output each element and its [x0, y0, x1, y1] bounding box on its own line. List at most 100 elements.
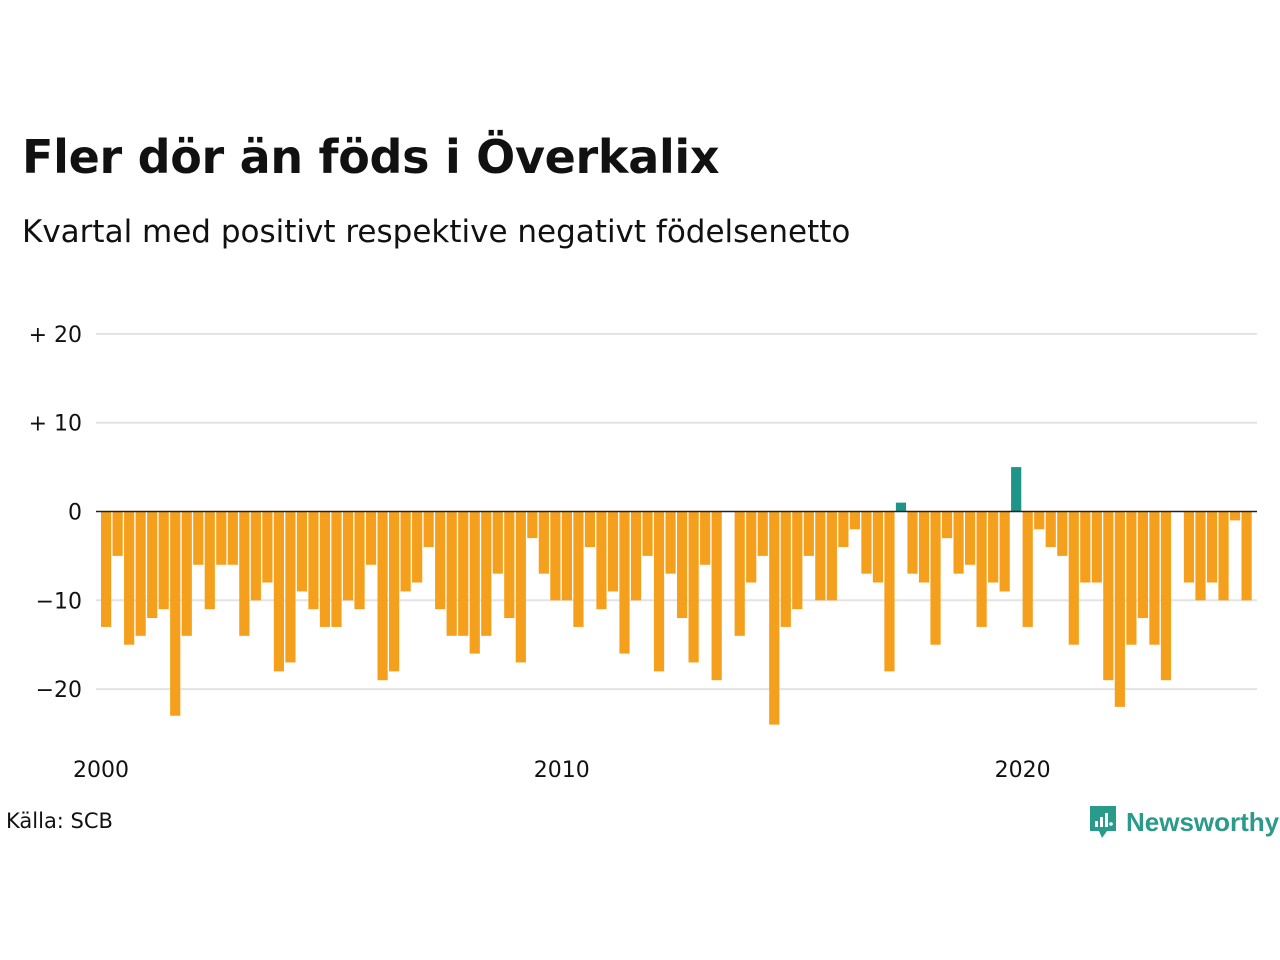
bar-2007-q3: [446, 511, 457, 636]
y-tick-label: −10: [36, 589, 82, 614]
chart-subtitle: Kvartal med positivt respektive negativt…: [22, 214, 851, 250]
bar-2008-q3: [492, 511, 503, 574]
bar-2001-q2: [158, 511, 169, 610]
bar-2022-q3: [1137, 511, 1148, 619]
bar-2000-q4: [135, 511, 146, 636]
bar-2022-q4: [1149, 511, 1160, 645]
source-note: Källa: SCB: [6, 809, 113, 833]
bars: [101, 467, 1252, 725]
y-tick-label: + 10: [29, 412, 82, 437]
x-axis-ticks: 2000 2010 2020: [73, 758, 1051, 783]
bar-2011-q1: [607, 511, 619, 592]
bar-2023-q1: [1160, 511, 1172, 681]
bar-2015-q2: [803, 511, 814, 556]
bar-2012-q1: [653, 511, 665, 672]
bar-2017-q2: [895, 502, 907, 512]
bar-2009-q3: [538, 511, 549, 574]
bar-2024-q2: [1218, 511, 1229, 601]
bar-2021-q2: [1080, 511, 1091, 583]
bar-2012-q4: [688, 511, 699, 663]
bar-2009-q4: [550, 511, 561, 601]
bar-2003-q2: [250, 511, 261, 601]
bar-2003-q1: [239, 511, 250, 636]
bar-2022-q2: [1126, 511, 1137, 645]
bar-2012-q2: [665, 511, 676, 574]
y-tick-label: −20: [36, 678, 82, 703]
bar-2016-q3: [861, 511, 872, 574]
bar-2015-q4: [826, 511, 837, 601]
bar-2020-q3: [1045, 511, 1056, 548]
chart-title: Fler dör än föds i Överkalix: [22, 130, 720, 184]
bar-2002-q2: [204, 511, 215, 610]
gridlines: [96, 332, 1257, 691]
brand-name: Newsworthy: [1126, 806, 1280, 837]
bar-2007-q1: [423, 511, 434, 548]
bar-2003-q4: [273, 511, 284, 672]
bar-2024-q4: [1241, 511, 1252, 601]
y-axis-ticks: + 20 + 10 0 −10 −20: [29, 323, 82, 703]
bar-2001-q1: [147, 511, 158, 619]
bar-2011-q2: [619, 511, 630, 654]
bar-2004-q3: [308, 511, 319, 610]
bar-2005-q2: [342, 511, 354, 601]
bar-2008-q4: [504, 511, 515, 619]
bar-2016-q2: [849, 511, 860, 530]
bar-2005-q1: [331, 511, 342, 627]
y-tick-label: 0: [68, 501, 82, 526]
bar-2013-q1: [700, 511, 711, 565]
bar-2007-q4: [458, 511, 469, 636]
bar-2010-q4: [596, 511, 607, 610]
bar-2005-q3: [354, 511, 365, 610]
bar-2014-q4: [780, 511, 791, 627]
bar-2006-q1: [377, 511, 388, 681]
bar-2023-q3: [1183, 511, 1195, 583]
bar-2009-q1: [515, 511, 526, 663]
bar-2004-q2: [296, 511, 308, 592]
bar-2015-q3: [815, 511, 826, 601]
bar-2013-q4: [734, 511, 745, 636]
bar-2020-q1: [1022, 511, 1033, 627]
bar-2011-q3: [630, 511, 642, 601]
bar-2008-q2: [481, 511, 492, 636]
bar-2019-q1: [976, 511, 987, 627]
bar-2007-q2: [435, 511, 446, 610]
bar-2023-q4: [1195, 511, 1206, 601]
bar-2018-q2: [941, 511, 953, 539]
bar-2019-q4: [1011, 467, 1022, 512]
x-tick-label: 2000: [73, 758, 129, 783]
bar-2018-q4: [965, 511, 976, 565]
bar-2011-q4: [642, 511, 653, 556]
y-tick-label: + 20: [29, 323, 82, 348]
bar-2012-q3: [677, 511, 688, 619]
bar-2000-q1: [101, 511, 112, 627]
bar-2019-q2: [988, 511, 999, 583]
brand-logo-link: Newsworthy: [1088, 803, 1279, 841]
bar-2024-q3: [1229, 511, 1241, 521]
bar-2017-q1: [884, 511, 895, 672]
bar-2002-q1: [193, 511, 204, 565]
bar-2002-q3: [216, 511, 227, 565]
newsworthy-logo-icon: [1090, 806, 1116, 838]
bar-2017-q4: [918, 511, 930, 583]
bar-2009-q2: [527, 511, 538, 539]
bar-2000-q2: [112, 511, 123, 556]
bar-2016-q1: [838, 511, 849, 548]
bar-2024-q1: [1206, 511, 1218, 583]
bar-2021-q1: [1068, 511, 1079, 645]
bar-2018-q3: [953, 511, 964, 574]
bar-2014-q2: [757, 511, 768, 556]
bar-2004-q4: [319, 511, 331, 627]
bar-2013-q2: [711, 511, 722, 681]
bar-2016-q4: [872, 511, 884, 583]
bar-2014-q3: [769, 511, 780, 725]
bar-2020-q4: [1057, 511, 1068, 556]
bar-2010-q3: [584, 511, 596, 548]
bar-2020-q2: [1034, 511, 1045, 530]
bar-2006-q3: [400, 511, 411, 592]
bar-2001-q3: [170, 511, 181, 716]
bar-2004-q1: [285, 511, 296, 663]
bar-2006-q4: [412, 511, 423, 583]
bar-2010-q1: [561, 511, 572, 601]
bar-2002-q4: [227, 511, 238, 565]
